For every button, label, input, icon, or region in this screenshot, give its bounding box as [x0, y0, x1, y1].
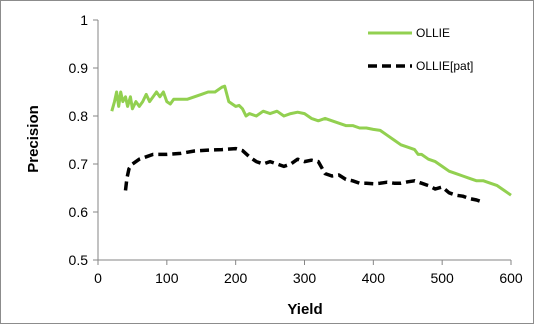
- x-tick-label: 400: [362, 270, 386, 286]
- legend-label: OLLIE: [416, 26, 450, 40]
- y-tick-label: 0.7: [69, 156, 89, 172]
- legend-label: OLLIE[pat]: [416, 59, 473, 73]
- x-tick-label: 500: [430, 270, 454, 286]
- y-tick-label: 0.5: [69, 252, 89, 268]
- y-axis-title: Precision: [25, 105, 42, 173]
- series-line-ollie-pat: [123, 146, 485, 205]
- x-axis-title: Yield: [287, 301, 322, 318]
- y-tick-label: 0.9: [69, 60, 89, 76]
- y-tick-label: 1: [80, 12, 88, 28]
- axes: 0.5 0.6 0.7 0.8 0.9 1 0 100 200 300 400 500 600: [69, 12, 523, 286]
- y-tick-label: 0.8: [69, 108, 89, 124]
- series-layer: [110, 84, 512, 205]
- x-tick-label: 200: [224, 270, 248, 286]
- y-tick-label: 0.6: [69, 204, 89, 220]
- x-tick-label: 600: [499, 270, 523, 286]
- x-tick-label: 0: [94, 270, 102, 286]
- x-tick-label: 300: [293, 270, 317, 286]
- series-line-ollie: [110, 84, 512, 197]
- x-tick-label: 100: [155, 270, 179, 286]
- legend: OLLIE OLLIE[pat]: [368, 26, 473, 73]
